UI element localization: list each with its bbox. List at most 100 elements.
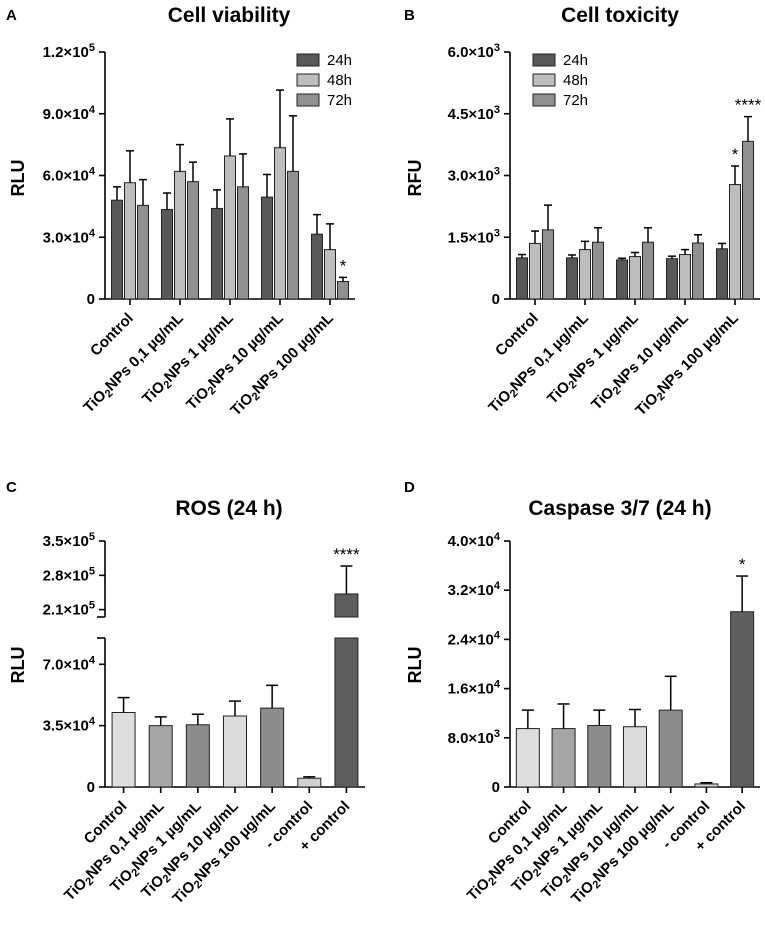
y-tick-label: 0 [492, 779, 500, 796]
y-tick-label: 6.0×103 [448, 42, 500, 61]
significance-marker: * [340, 256, 347, 275]
bar [629, 256, 641, 300]
bar [529, 242, 541, 300]
significance-marker: * [732, 145, 739, 164]
bar [551, 728, 576, 788]
bar [287, 170, 299, 300]
bar [124, 182, 136, 300]
bar [679, 254, 691, 300]
bar [297, 777, 322, 788]
legend-label: 48h [563, 72, 588, 89]
bar [516, 257, 528, 300]
bar [324, 249, 336, 300]
y-tick-label: 3.2×104 [448, 580, 501, 599]
y-tick-label: 9.0×104 [43, 104, 96, 123]
chart-title: ROS (24 h) [175, 497, 282, 520]
panel-c-ros: C ROS (24 h) RLU 0 3.5×104 7.0×104 2.1×105 2… [6, 479, 365, 907]
y-tick-label: 2.8×105 [43, 565, 95, 584]
bar [729, 184, 741, 300]
bar [616, 259, 628, 300]
y-tick-label: 3.0×104 [43, 227, 96, 246]
y-axis-label: RLU [405, 647, 425, 684]
y-tick-label: 0 [87, 291, 95, 308]
category-label: Control [87, 310, 137, 360]
category-label: Control [492, 310, 542, 360]
category-label: TiO2NPs 1 µg/mL [139, 310, 238, 409]
legend-swatch [532, 53, 556, 67]
bar [187, 181, 199, 300]
y-tick-label: 1.2×105 [43, 42, 95, 61]
y-axis-label: RLU [8, 647, 28, 684]
category-label: TiO2NPs 1 µg/mL [544, 310, 643, 409]
y-tick-label: 6.0×104 [43, 166, 96, 185]
bar [261, 196, 273, 300]
bar [334, 593, 359, 618]
y-tick-label: 4.5×103 [448, 104, 500, 123]
significance-marker: **** [735, 96, 762, 115]
y-tick-label: 1.6×104 [448, 679, 501, 698]
bar [592, 241, 604, 300]
significance-marker: * [739, 555, 746, 574]
panel-letter-a: A [6, 7, 17, 24]
chart-title: Cell viability [168, 4, 291, 27]
bar [587, 725, 612, 788]
y-tick-label: 0 [87, 779, 95, 796]
y-tick-label: 4.0×104 [448, 531, 501, 550]
legend-swatch [296, 53, 320, 67]
bar [742, 140, 754, 300]
legend-label: 24h [327, 52, 352, 69]
bar [337, 281, 349, 300]
y-tick-label: 2.1×105 [43, 600, 95, 619]
y-tick-label: 1.5×103 [448, 227, 500, 246]
legend-swatch [532, 93, 556, 107]
bar [694, 783, 719, 788]
bar [716, 248, 728, 300]
bar [274, 147, 286, 300]
bar [730, 611, 755, 788]
legend-label: 72h [327, 92, 352, 109]
bar [542, 229, 554, 300]
bar [566, 257, 578, 300]
y-tick-label: 8.0×103 [448, 728, 500, 747]
y-tick-label: 2.4×104 [448, 629, 501, 648]
legend-swatch [296, 93, 320, 107]
bar [666, 258, 678, 300]
bar [623, 726, 647, 788]
y-tick-label: 0 [492, 291, 500, 308]
chart-title: Cell toxicity [561, 4, 679, 27]
bar [311, 233, 323, 300]
bar [137, 204, 149, 300]
y-tick-label: 3.0×103 [448, 166, 500, 185]
bar [642, 241, 654, 300]
bar [223, 715, 247, 788]
bar [334, 637, 359, 788]
bar [692, 242, 704, 300]
category-label: TiO2NPs 100 µg/mL [227, 310, 338, 421]
legend-label: 48h [327, 72, 352, 89]
bar [111, 199, 123, 300]
panel-b-cell-toxicity: B Cell toxicity RFU 0 1.5×103 3.0×103 4.5×1… [404, 4, 762, 419]
chart-title: Caspase 3/7 (24 h) [528, 497, 711, 520]
bar [174, 170, 186, 300]
y-axis-label: RLU [8, 160, 28, 197]
panel-a-cell-viability: A Cell viability RLU 0 3.0×104 6.0×104 9.0×… [6, 4, 355, 421]
bar [579, 249, 591, 300]
panel-letter-d: D [404, 479, 415, 496]
bar [111, 712, 136, 788]
bar [211, 207, 223, 300]
bar [658, 709, 683, 788]
bar [148, 725, 173, 788]
panel-d-caspase: D Caspase 3/7 (24 h) RLU 0 8.0×103 1.6×104… [404, 479, 760, 907]
y-tick-label: 3.5×104 [43, 716, 96, 735]
legend-label: 24h [563, 52, 588, 69]
y-axis-label: RFU [405, 160, 425, 197]
y-tick-label: 3.5×105 [43, 531, 95, 550]
bar [515, 728, 540, 788]
panel-letter-c: C [6, 479, 17, 496]
significance-marker: **** [333, 545, 360, 564]
panel-letter-b: B [404, 7, 415, 24]
legend-label: 72h [563, 92, 588, 109]
y-tick-label: 7.0×104 [43, 654, 96, 673]
bar [161, 208, 173, 300]
